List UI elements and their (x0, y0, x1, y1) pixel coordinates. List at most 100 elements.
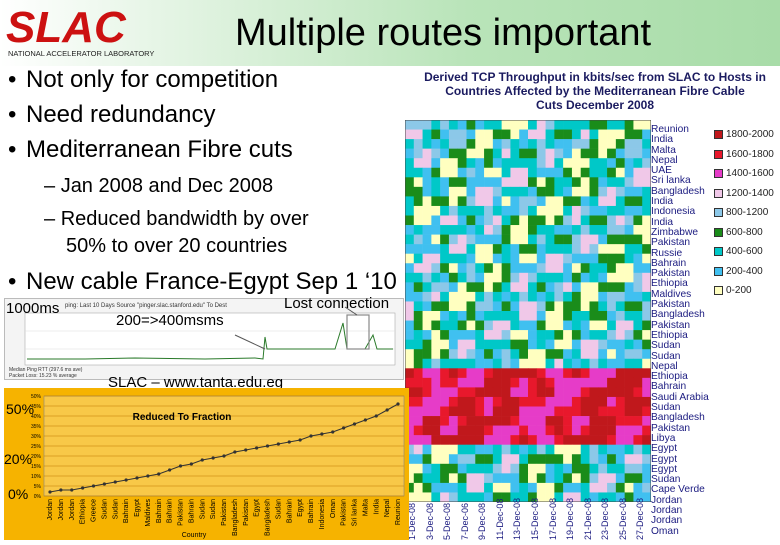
heatmap-cell (615, 435, 625, 445)
heatmap-cell (589, 320, 599, 331)
heatmap-cell (536, 186, 546, 197)
heatmap-cell (484, 406, 494, 417)
heatmap-cell (457, 454, 467, 465)
heatmap-cell (528, 205, 538, 216)
heatmap-cell (466, 244, 476, 254)
heatmap-cell (545, 129, 555, 140)
heatmap-cell (440, 311, 450, 321)
heatmap-cell (545, 148, 555, 159)
heatmap-cell (624, 339, 634, 350)
heatmap-cell (510, 311, 520, 321)
fraction-country-label: Bahrain (123, 499, 130, 523)
heatmap-cell (589, 368, 599, 379)
country-label: Pakistan (651, 237, 691, 249)
heatmap-cell (554, 186, 564, 197)
heatmap-cell (457, 177, 467, 188)
heatmap-cell (571, 406, 582, 417)
heatmap-cell (545, 167, 555, 178)
heatmap-cell (589, 349, 599, 360)
heatmap-cell (545, 196, 555, 207)
heatmap-cell (642, 406, 651, 417)
heatmap-cell (422, 120, 432, 130)
heatmap-cell (607, 330, 617, 340)
heatmap-cell (431, 186, 441, 197)
heatmap-cell (440, 196, 450, 207)
heatmap-cell (642, 425, 651, 436)
fraction-chart-title: Reduced To Fraction (133, 412, 232, 423)
heatmap-cell (510, 435, 520, 445)
heatmap-cell (440, 177, 450, 188)
date-label: 13-Dec-08 (512, 497, 523, 540)
legend-item: 1200-1400 (714, 184, 780, 204)
ping-plot: ping: Last 10 Days Source "pinger.slac.s… (9, 303, 396, 379)
heatmap-cell (571, 492, 582, 502)
heatmap-cell (457, 215, 467, 226)
heatmap-cell (405, 282, 415, 293)
heatmap-cell (519, 215, 529, 226)
heatmap-cell (484, 396, 494, 407)
heatmap-cell (422, 205, 432, 216)
heatmap-cell (615, 129, 625, 140)
heatmap-cell (457, 425, 467, 436)
heatmap-cell (413, 463, 423, 474)
heatmap-cell (475, 158, 485, 169)
heatmap-cell (536, 435, 546, 445)
heatmap-cell (475, 463, 485, 474)
heatmap-cell (633, 406, 643, 417)
country-label: Saudi Arabia (651, 391, 709, 403)
heatmap-cell (607, 215, 617, 226)
heatmap-cell (607, 177, 617, 188)
heatmap-cell (422, 139, 432, 149)
heatmap-cell (475, 435, 485, 445)
heatmap-cell (571, 311, 582, 321)
heatmap-cell (466, 148, 476, 159)
heatmap-cell (571, 158, 582, 169)
heatmap-cell (501, 225, 511, 235)
fraction-point (157, 472, 161, 476)
heatmap-cell (528, 358, 538, 369)
heatmap-cell (563, 244, 573, 254)
legend-item: 1800-2000 (714, 125, 780, 145)
heatmap-cell (431, 330, 441, 340)
heatmap-cell (501, 311, 511, 321)
heatmap-cell (475, 120, 485, 130)
heatmap-cell (501, 463, 511, 474)
heatmap-cell (431, 215, 441, 226)
heatmap-cell (519, 416, 529, 426)
heatmap-cell (598, 330, 608, 340)
heatmap-cell (580, 416, 590, 426)
heatmap-cell (580, 377, 590, 388)
svg-text:Median Ping RTT (297.6 ms ave): Median Ping RTT (297.6 ms ave) (9, 367, 83, 373)
heatmap-cell (624, 291, 634, 302)
heatmap-cell (484, 454, 494, 465)
heatmap-cell (413, 396, 423, 407)
heatmap-cell (571, 301, 582, 312)
heatmap-cell (554, 311, 564, 321)
heatmap-cell (431, 148, 441, 159)
heatmap-cell (431, 406, 441, 417)
heatmap-cell (519, 291, 529, 302)
heatmap-cell (607, 186, 617, 197)
heatmap-cell (405, 320, 415, 331)
legend-label: 800-1200 (726, 207, 769, 219)
date-label: 25-Dec-08 (617, 497, 628, 540)
heatmap-cell (642, 387, 651, 398)
heatmap-cell (475, 425, 485, 436)
heatmap-cell (457, 129, 467, 140)
heatmap-cell (440, 120, 450, 130)
heatmap-cell (466, 225, 476, 235)
heatmap-cell (519, 272, 529, 283)
heatmap-cell (545, 234, 555, 245)
heatmap-cell (536, 425, 546, 436)
heatmap-cell (633, 139, 643, 149)
heatmap-cell (598, 225, 608, 235)
heatmap-cell (571, 272, 582, 283)
legend-label: 1800-2000 (726, 129, 774, 141)
heatmap-cell (607, 148, 617, 159)
heatmap-cell (519, 139, 529, 149)
heatmap-cell (554, 492, 564, 502)
heatmap-cell (598, 205, 608, 216)
country-label: Sudan (651, 402, 681, 414)
heatmap-cell (536, 215, 546, 226)
heatmap-cell (466, 349, 476, 360)
